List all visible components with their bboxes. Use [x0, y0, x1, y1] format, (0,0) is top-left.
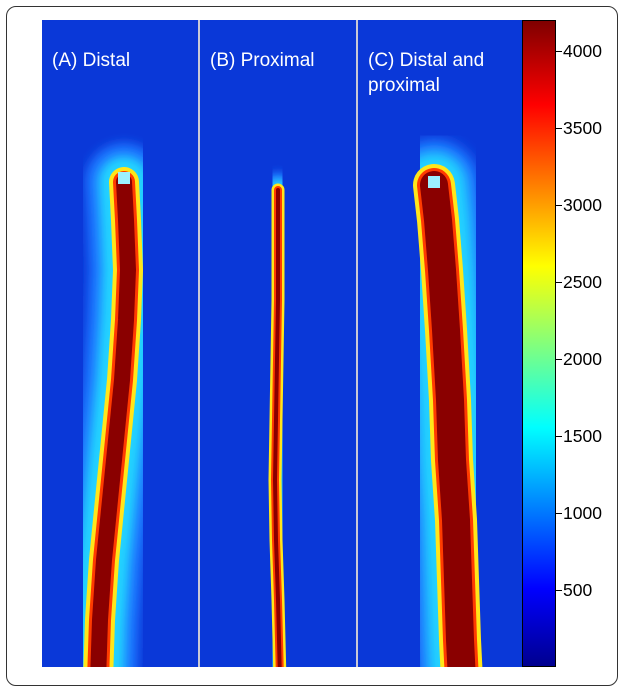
- colorbar-tick: [556, 281, 562, 283]
- heatmap-plume: [388, 139, 508, 667]
- colorbar-tick: [556, 127, 562, 129]
- panel-separator-2: [356, 20, 358, 667]
- colorbar-tick: [556, 204, 562, 206]
- colorbar-tick: [556, 435, 562, 437]
- colorbar-tick-label: 4000: [563, 40, 602, 61]
- panel-label-distal: (A) Distal: [52, 50, 131, 71]
- colorbar: [522, 20, 556, 667]
- colorbar-tick-label: 2000: [563, 348, 602, 369]
- colorbar-tick-label: 3000: [563, 194, 602, 215]
- heatmap-plume: [59, 143, 168, 667]
- panel-distal: (A) Distal: [42, 20, 198, 667]
- heatmap-plume: [256, 172, 298, 667]
- panel-proximal: (B) Proximal: [200, 20, 356, 667]
- panel-distal-and-proximal: (C) Distal and proximal: [358, 20, 522, 667]
- colorbar-tick-label: 1500: [563, 425, 602, 446]
- plume-band: [420, 171, 476, 667]
- plume-band: [272, 188, 282, 667]
- colorbar-tick: [556, 512, 562, 514]
- colorbar-tick-label: 1000: [563, 502, 602, 523]
- panel-separator-1: [198, 20, 200, 667]
- panel-label-proximal: (B) Proximal: [210, 50, 315, 71]
- colorbar-tick-label: 3500: [563, 117, 602, 138]
- colorbar-tick: [556, 589, 562, 591]
- colorbar-tick: [556, 358, 562, 360]
- plume-band: [90, 174, 137, 667]
- colorbar-tick-label: 500: [563, 579, 593, 600]
- panel-label-distal-and-proximal: (C) Distal and proximal: [368, 50, 485, 96]
- colorbar-tick: [556, 50, 562, 52]
- plume-tip: [428, 176, 440, 188]
- colorbar-tick-label: 2500: [563, 271, 602, 292]
- plume-tip: [118, 172, 130, 184]
